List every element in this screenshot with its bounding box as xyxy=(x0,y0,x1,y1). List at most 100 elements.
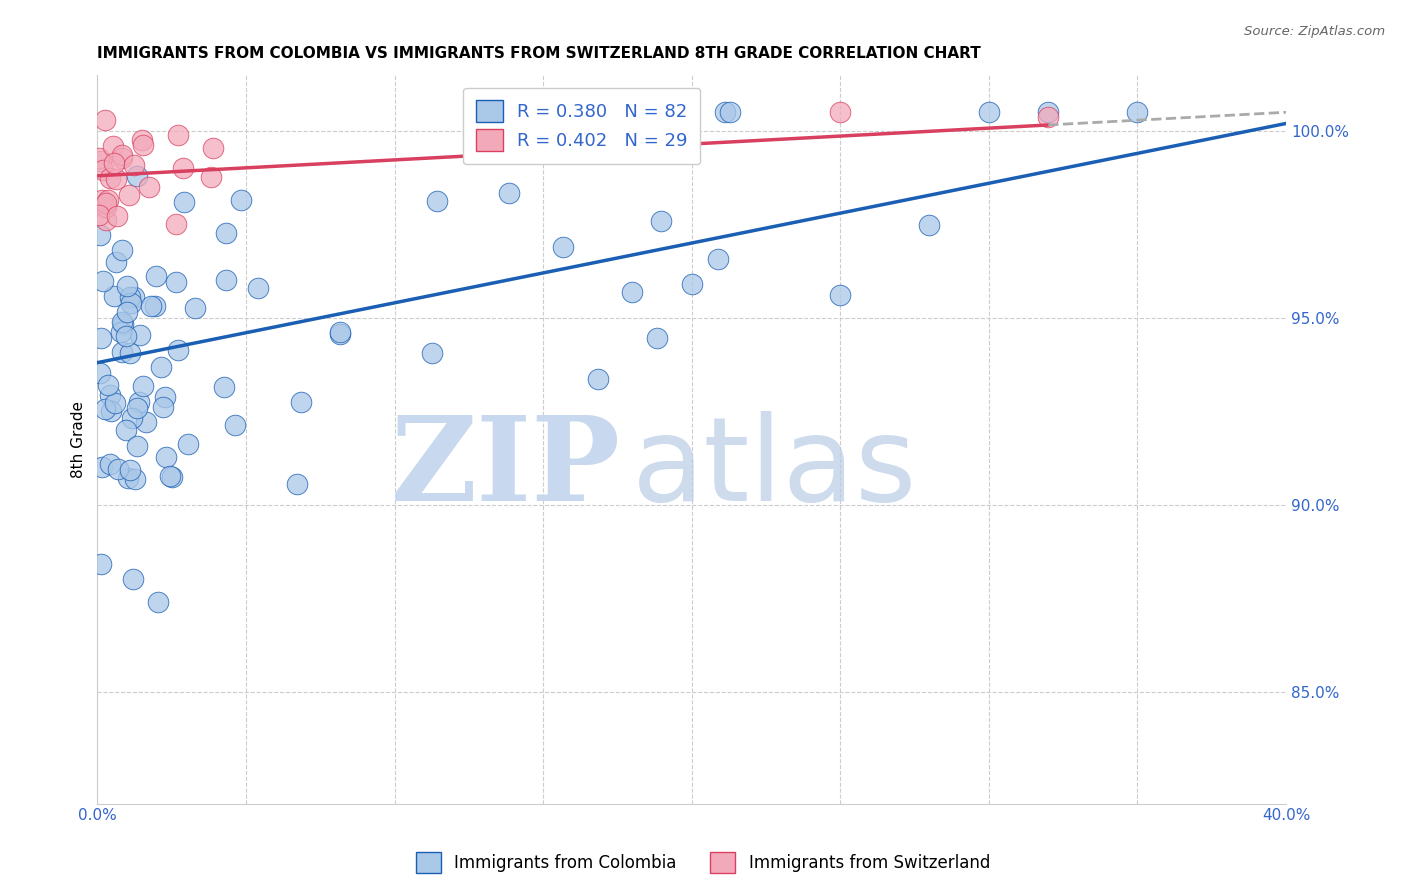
Point xyxy=(125,169,148,183)
Point xyxy=(118,188,141,202)
Point xyxy=(89,228,111,243)
Point xyxy=(718,105,741,120)
Point xyxy=(121,411,143,425)
Point xyxy=(681,277,703,291)
Point xyxy=(152,400,174,414)
Point xyxy=(146,595,169,609)
Point xyxy=(145,269,167,284)
Point xyxy=(107,461,129,475)
Point xyxy=(98,457,121,471)
Point xyxy=(115,423,138,437)
Point xyxy=(830,105,852,120)
Point xyxy=(125,439,148,453)
Point xyxy=(104,254,127,268)
Point xyxy=(141,299,163,313)
Point xyxy=(105,171,128,186)
Point xyxy=(200,170,222,185)
Point xyxy=(105,209,128,223)
Point xyxy=(329,326,352,340)
Point xyxy=(498,186,520,201)
Point xyxy=(90,460,112,475)
Point xyxy=(132,137,155,152)
Point xyxy=(830,288,852,302)
Point xyxy=(94,401,117,416)
Point xyxy=(167,128,190,142)
Point xyxy=(124,472,146,486)
Y-axis label: 8th Grade: 8th Grade xyxy=(72,401,86,478)
Point xyxy=(115,329,138,343)
Point xyxy=(128,395,150,409)
Point xyxy=(97,378,120,392)
Point xyxy=(229,193,252,207)
Point xyxy=(650,214,672,228)
Point xyxy=(94,196,117,211)
Point xyxy=(98,388,121,402)
Point xyxy=(111,243,134,257)
Point xyxy=(89,366,111,380)
Point xyxy=(1126,105,1149,120)
Point xyxy=(132,379,155,393)
Point xyxy=(177,436,200,450)
Point xyxy=(214,226,236,240)
Point xyxy=(104,395,127,409)
Point xyxy=(115,305,138,319)
Point xyxy=(91,162,114,177)
Point xyxy=(122,158,145,172)
Point xyxy=(110,325,132,339)
Point xyxy=(103,289,125,303)
Point xyxy=(111,315,134,329)
Point xyxy=(89,151,111,165)
Point xyxy=(103,139,125,153)
Point xyxy=(977,105,1000,120)
Point xyxy=(167,343,190,358)
Point xyxy=(165,275,187,289)
Point xyxy=(155,390,177,404)
Point xyxy=(918,219,941,233)
Point xyxy=(172,161,194,175)
Point xyxy=(115,279,138,293)
Text: IMMIGRANTS FROM COLOMBIA VS IMMIGRANTS FROM SWITZERLAND 8TH GRADE CORRELATION CH: IMMIGRANTS FROM COLOMBIA VS IMMIGRANTS F… xyxy=(97,46,981,62)
Legend: Immigrants from Colombia, Immigrants from Switzerland: Immigrants from Colombia, Immigrants fro… xyxy=(409,846,997,880)
Point xyxy=(87,208,110,222)
Point xyxy=(97,193,120,207)
Point xyxy=(420,345,443,359)
Point xyxy=(120,345,142,359)
Point xyxy=(551,239,574,253)
Point xyxy=(94,112,117,127)
Point xyxy=(621,285,644,299)
Text: Source: ZipAtlas.com: Source: ZipAtlas.com xyxy=(1244,25,1385,38)
Point xyxy=(94,213,117,227)
Point xyxy=(329,326,352,341)
Point xyxy=(91,274,114,288)
Point xyxy=(111,344,134,359)
Point xyxy=(100,404,122,418)
Point xyxy=(224,417,246,432)
Point xyxy=(160,470,183,484)
Point xyxy=(246,281,269,295)
Point xyxy=(173,194,195,209)
Point xyxy=(165,218,187,232)
Point xyxy=(90,154,112,169)
Point xyxy=(118,290,141,304)
Point xyxy=(290,394,312,409)
Text: atlas: atlas xyxy=(633,411,918,526)
Point xyxy=(120,296,142,310)
Point xyxy=(131,133,153,147)
Point xyxy=(128,328,150,343)
Legend: R = 0.380   N = 82, R = 0.402   N = 29: R = 0.380 N = 82, R = 0.402 N = 29 xyxy=(463,87,700,164)
Point xyxy=(426,194,449,209)
Point xyxy=(122,572,145,586)
Point xyxy=(215,273,238,287)
Point xyxy=(94,200,117,214)
Point xyxy=(127,401,149,415)
Point xyxy=(138,180,160,194)
Point xyxy=(103,156,125,170)
Point xyxy=(212,380,235,394)
Point xyxy=(117,470,139,484)
Point xyxy=(586,372,609,386)
Point xyxy=(285,477,308,491)
Point xyxy=(98,170,121,185)
Point xyxy=(155,450,177,464)
Point xyxy=(707,252,730,267)
Point xyxy=(91,193,114,207)
